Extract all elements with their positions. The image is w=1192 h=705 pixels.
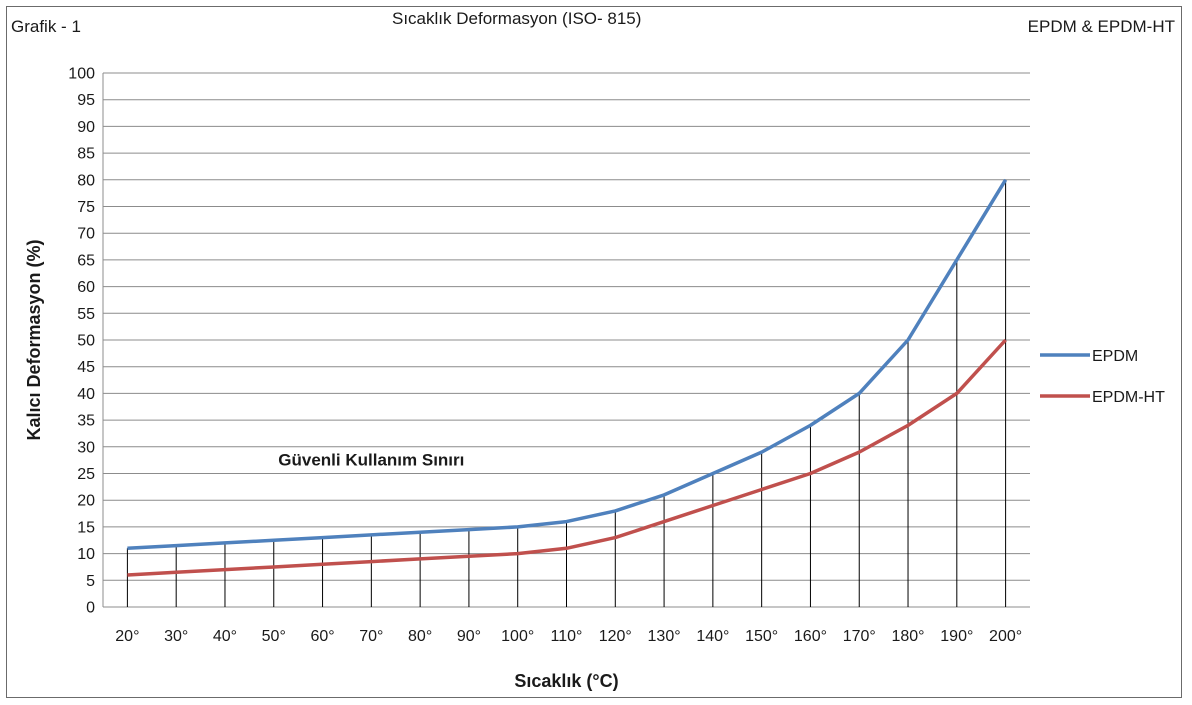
x-tick-label: 100°: [501, 628, 534, 645]
x-tick-label: 60°: [310, 628, 334, 645]
x-tick-label: 170°: [843, 628, 876, 645]
y-tick-label: 40: [77, 386, 95, 403]
y-tick-label: 20: [77, 493, 95, 510]
y-tick-label: 35: [77, 413, 95, 430]
y-tick-label: 0: [86, 600, 95, 617]
y-tick-label: 30: [77, 439, 95, 456]
x-tick-label: 180°: [891, 628, 924, 645]
x-tick-label: 190°: [940, 628, 973, 645]
y-tick-label: 90: [77, 119, 95, 136]
x-tick-label: 20°: [115, 628, 139, 645]
legend-label: EPDM-HT: [1092, 389, 1165, 406]
y-tick-label: 75: [77, 199, 95, 216]
chart-number-label: Grafik - 1: [11, 17, 81, 36]
x-axis-title: Sıcaklık (°C): [514, 671, 618, 691]
x-tick-label: 40°: [213, 628, 237, 645]
y-tick-label: 65: [77, 252, 95, 269]
x-tick-label: 110°: [551, 628, 583, 645]
x-tick-label: 80°: [408, 628, 432, 645]
x-tick-label: 150°: [745, 628, 778, 645]
x-tick-label: 50°: [262, 628, 286, 645]
y-tick-label: 55: [77, 306, 95, 323]
y-tick-label: 15: [77, 519, 95, 536]
epdm-ht-series-line: [127, 338, 1007, 577]
y-tick-label: 45: [77, 359, 95, 376]
y-tick-label: 95: [77, 92, 95, 109]
x-tick-label: 200°: [989, 628, 1022, 645]
legend-label: EPDM: [1092, 348, 1138, 365]
x-tick-label: 160°: [794, 628, 827, 645]
y-tick-label: 60: [77, 279, 95, 296]
y-tick-label: 80: [77, 172, 95, 189]
x-tick-label: 90°: [457, 628, 481, 645]
x-tick-label: 70°: [359, 628, 383, 645]
y-tick-label: 5: [86, 573, 95, 590]
material-label: EPDM & EPDM-HT: [1027, 17, 1175, 36]
y-tick-label: 10: [77, 546, 95, 563]
y-tick-label: 85: [77, 146, 95, 163]
x-tick-label: 130°: [648, 628, 681, 645]
chart-title: Sıcaklık Deformasyon (ISO- 815): [392, 9, 642, 28]
epdm-series-line: [127, 178, 1008, 551]
x-tick-label: 120°: [599, 628, 632, 645]
x-tick-label: 140°: [696, 628, 729, 645]
chart-frame: Grafik - 1 Sıcaklık Deformasyon (ISO- 81…: [6, 6, 1182, 698]
y-tick-label: 100: [68, 66, 95, 83]
y-tick-label: 25: [77, 466, 95, 483]
y-tick-label: 70: [77, 226, 95, 243]
y-tick-label: 50: [77, 333, 95, 350]
x-tick-label: 30°: [164, 628, 188, 645]
safe-use-limit-annotation: Güvenli Kullanım Sınırı: [278, 450, 464, 469]
y-axis-title: Kalıcı Deformasyon (%): [24, 239, 44, 440]
